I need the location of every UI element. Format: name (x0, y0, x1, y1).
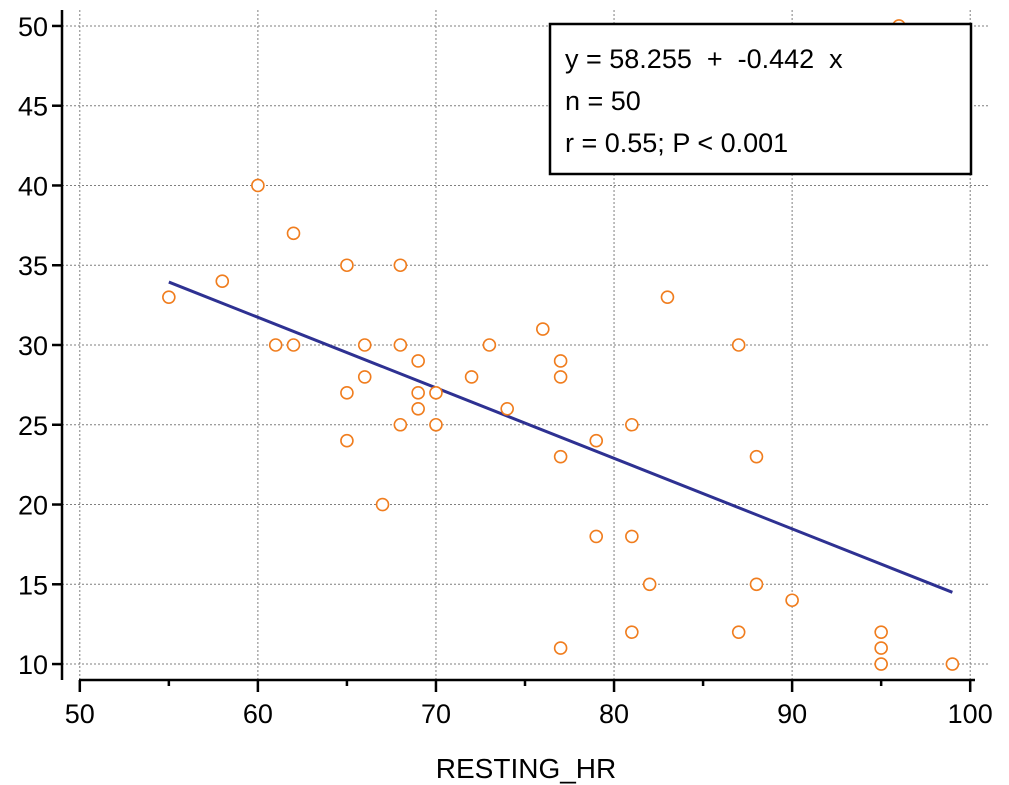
data-point (625, 625, 639, 639)
data-point (945, 657, 960, 671)
stats-r-p: r = 0.55; P < 0.001 (565, 128, 788, 158)
data-point (357, 370, 372, 384)
data-point (411, 354, 425, 368)
x-tick-label: 60 (243, 699, 273, 729)
data-point (731, 338, 746, 352)
data-point (429, 417, 443, 432)
x-axis-title: RESTING_HR (436, 753, 616, 784)
data-point (393, 258, 408, 273)
data-point (553, 370, 568, 384)
stats-box: y = 58.255 + -0.442 x n = 50 r = 0.55; P… (548, 22, 973, 176)
y-tick-label: 35 (18, 251, 48, 281)
stats-n: n = 50 (565, 86, 641, 116)
y-tick-label: 40 (18, 171, 48, 201)
data-point (589, 529, 604, 544)
y-tick-label: 20 (18, 491, 48, 521)
axis-ticks (52, 24, 972, 692)
data-point (393, 338, 408, 352)
y-tick-label: 15 (18, 570, 48, 600)
data-point (660, 290, 675, 304)
y-tick-label: 10 (18, 650, 48, 680)
tick-labels: 10 15 20 25 30 35 40 45 50 50 60 70 80 90 100 (18, 12, 993, 729)
data-point (589, 433, 604, 448)
data-point (874, 657, 888, 671)
data-point (357, 338, 372, 352)
x-tick-label: 100 (948, 699, 993, 729)
data-point (411, 402, 425, 416)
x-tick-label: 50 (65, 699, 95, 729)
data-point (162, 290, 176, 304)
data-point (268, 338, 283, 352)
data-point (393, 417, 408, 432)
data-point (785, 593, 799, 608)
data-point (642, 577, 657, 592)
data-point (553, 449, 568, 464)
data-point (411, 386, 425, 400)
data-point (625, 529, 639, 544)
data-point (500, 402, 514, 416)
data-point (553, 354, 568, 368)
data-point (749, 449, 764, 464)
data-point (429, 386, 443, 400)
x-tick-label: 70 (421, 699, 451, 729)
y-tick-label: 25 (18, 411, 48, 441)
data-point (215, 274, 230, 288)
data-point (625, 417, 639, 432)
data-point (251, 178, 265, 193)
data-point (375, 497, 390, 512)
data-point (731, 625, 746, 639)
y-tick-label: 45 (18, 92, 48, 122)
x-tick-label: 80 (599, 699, 629, 729)
data-point (286, 338, 301, 352)
x-tick-label: 90 (777, 699, 807, 729)
y-tick-label: 50 (18, 12, 48, 42)
data-point (553, 641, 568, 655)
data-point (286, 226, 301, 241)
y-tick-label: 30 (18, 331, 48, 361)
data-point (874, 641, 888, 655)
data-point (340, 258, 354, 273)
stats-box-frame (548, 22, 973, 176)
stats-equation: y = 58.255 + -0.442 x (565, 44, 843, 74)
data-point (340, 433, 354, 448)
data-point (464, 370, 479, 384)
data-point (874, 625, 888, 639)
regression-line (168, 280, 953, 594)
data-point (536, 322, 550, 336)
data-point (340, 386, 354, 400)
data-point (482, 338, 497, 352)
data-point (749, 577, 764, 592)
